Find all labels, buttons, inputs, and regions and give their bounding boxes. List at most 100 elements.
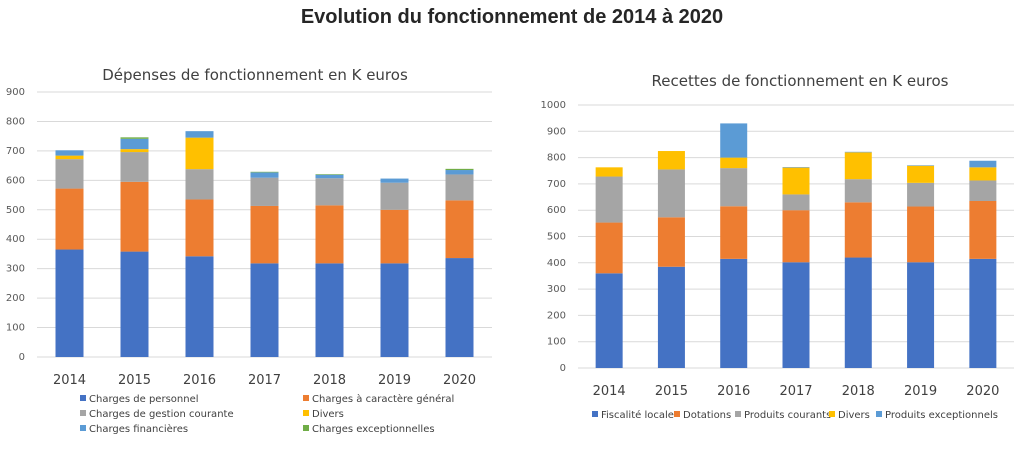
- legend-swatch: [80, 395, 86, 401]
- legend-swatch: [303, 395, 309, 401]
- bar-segment: [720, 168, 748, 207]
- y-tick-label: 100: [6, 323, 25, 334]
- y-tick-label: 500: [547, 232, 566, 243]
- bar-segment: [969, 258, 997, 368]
- bar-segment: [445, 168, 474, 171]
- x-tick-label: 2018: [313, 373, 346, 388]
- x-tick-label: 2015: [655, 384, 688, 399]
- legend-label: Charges de personnel: [89, 394, 199, 405]
- y-tick-label: 700: [6, 146, 25, 157]
- bar-segment: [657, 169, 685, 218]
- bar-segment: [120, 138, 149, 150]
- bar-segment: [844, 202, 872, 258]
- bar-segment: [720, 123, 748, 158]
- x-tick-label: 2019: [378, 373, 411, 388]
- bar-segment: [250, 171, 279, 173]
- x-ticks-depenses: 2014 2015 2016 2017 2018 2019 2020: [53, 373, 476, 388]
- bar-segment: [720, 206, 748, 259]
- x-tick-label: 2017: [248, 373, 281, 388]
- bar-segment: [720, 157, 748, 169]
- y-tick-label: 800: [6, 116, 25, 127]
- legend-swatch: [876, 411, 882, 417]
- x-ticks-recettes: 2014 2015 2016 2017 2018 2019 2020: [593, 384, 1000, 399]
- chart-title-depenses: Dépenses de fonctionnement en K euros: [102, 66, 408, 84]
- bar-segment: [844, 179, 872, 203]
- bar-segment: [595, 222, 623, 274]
- bar-segment: [185, 256, 214, 357]
- bar-segment: [657, 266, 685, 368]
- bar-segment: [250, 172, 279, 178]
- bar-segment: [120, 181, 149, 252]
- y-tick-label: 200: [547, 310, 566, 321]
- bar-segment: [445, 170, 474, 175]
- legend-swatch: [829, 411, 835, 417]
- bar-segment: [120, 152, 149, 182]
- chart-recettes: Recettes de fonctionnement en K euros 0 1…: [541, 72, 1014, 421]
- bar-segment: [907, 165, 935, 183]
- bar-segment: [844, 151, 872, 153]
- bar-segment: [595, 273, 623, 368]
- bar-segment: [969, 200, 997, 259]
- x-tick-label: 2014: [593, 384, 626, 399]
- bar-segment: [315, 178, 344, 206]
- x-tick-label: 2016: [183, 373, 216, 388]
- x-tick-label: 2018: [842, 384, 875, 399]
- bar-segment: [185, 131, 214, 138]
- x-tick-label: 2016: [717, 384, 750, 399]
- legend-depenses: Charges de personnel Charges à caractère …: [80, 393, 454, 435]
- y-tick-label: 100: [547, 337, 566, 348]
- bar-segment: [595, 167, 623, 177]
- x-tick-label: 2019: [904, 384, 937, 399]
- x-tick-label: 2015: [118, 373, 151, 388]
- y-tick-label: 200: [6, 293, 25, 304]
- bar-segment: [55, 159, 84, 189]
- bar-segment: [120, 137, 149, 139]
- bar-segment: [185, 137, 214, 170]
- bar-segment: [380, 182, 409, 210]
- y-tick-label: 900: [6, 87, 25, 98]
- bar-segment: [445, 258, 474, 357]
- bar-segment: [844, 152, 872, 180]
- bar-segment: [969, 160, 997, 168]
- x-tick-label: 2017: [779, 384, 812, 399]
- bar-segment: [55, 188, 84, 250]
- bar-segment: [969, 167, 997, 181]
- bar-segment: [907, 262, 935, 368]
- bar-segment: [380, 263, 409, 357]
- bar-segment: [907, 182, 935, 207]
- y-tick-label: 400: [6, 234, 25, 245]
- bar-segment: [720, 258, 748, 368]
- bar-segment: [315, 174, 344, 179]
- legend-label: Fiscalité locale: [601, 409, 674, 421]
- y-tick-label: 300: [547, 284, 566, 295]
- bar-segment: [657, 217, 685, 267]
- legend-label: Divers: [312, 409, 344, 420]
- x-tick-label: 2014: [53, 373, 86, 388]
- bar-segment: [445, 174, 474, 201]
- legend-label: Charges exceptionnelles: [312, 424, 435, 435]
- bar-segment: [315, 205, 344, 264]
- chart-depenses: Dépenses de fonctionnement en K euros 0 1…: [6, 66, 492, 435]
- bar-segment: [315, 174, 344, 175]
- legend-swatch: [303, 425, 309, 431]
- bar-segment: [782, 167, 810, 195]
- legend-swatch: [80, 425, 86, 431]
- bar-segment: [969, 180, 997, 201]
- legend-swatch: [80, 410, 86, 416]
- legend-recettes: Fiscalité locale Dotations Produits couran…: [592, 409, 998, 421]
- legend-label: Charges à caractère général: [312, 393, 454, 405]
- bars-depenses: [55, 131, 474, 357]
- y-tick-label: 0: [19, 352, 25, 363]
- y-tick-label: 900: [547, 126, 566, 137]
- y-tick-label: 400: [547, 258, 566, 269]
- bar-segment: [595, 176, 623, 223]
- legend-swatch: [735, 411, 741, 417]
- chart-title-recettes: Recettes de fonctionnement en K euros: [652, 72, 949, 90]
- y-tick-label: 500: [6, 205, 25, 216]
- page-title: Evolution du fonctionnement de 2014 à 20…: [300, 6, 724, 28]
- y-tick-label: 1000: [541, 100, 566, 111]
- grid-recettes: 0 100 200 300 400 500 600 700 800 900 1000: [541, 100, 1014, 374]
- legend-label: Produits exceptionnels: [885, 410, 998, 421]
- bar-segment: [782, 210, 810, 263]
- bar-segment: [844, 257, 872, 368]
